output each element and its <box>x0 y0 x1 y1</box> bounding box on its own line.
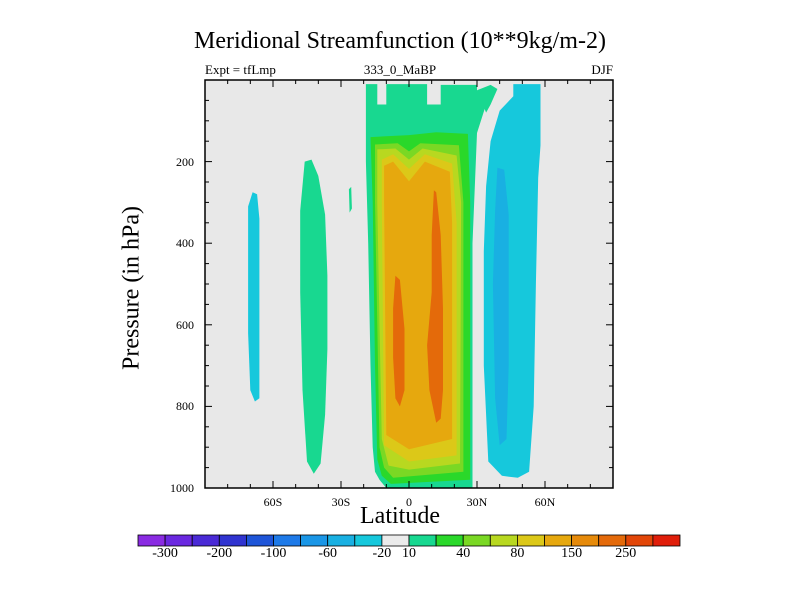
x-axis-label: Latitude <box>360 503 440 529</box>
colorbar-label: -100 <box>260 546 287 561</box>
colorbar-swatch <box>408 534 437 547</box>
y-tick-label: 800 <box>176 399 194 414</box>
y-tick-label: 200 <box>176 154 194 169</box>
colorbar-label: 80 <box>510 546 525 561</box>
colorbar-swatch <box>489 534 518 547</box>
x-tick-label: 30S <box>331 495 351 509</box>
contour-region-nh-cyan <box>483 84 541 478</box>
colorbar-swatch <box>273 534 302 547</box>
y-axis-label: Pressure (in hPa) <box>118 206 145 370</box>
colorbar-swatch <box>381 534 410 547</box>
x-tick-label: 60S <box>263 495 283 509</box>
contour-region-core-left <box>393 275 405 407</box>
contour-region-sh-cell-cyan <box>248 192 260 402</box>
colorbar-label: 250 <box>615 546 637 561</box>
colorbar-swatch <box>164 534 193 547</box>
colorbar-label: -60 <box>318 546 338 561</box>
colorbar-label: 10 <box>402 546 416 561</box>
colorbar-swatch <box>571 534 600 547</box>
x-tick-label: 0 <box>406 495 412 509</box>
colorbar-swatch <box>191 534 220 547</box>
colorbar-swatch <box>435 534 464 547</box>
contour-region-sh-sliver <box>348 186 352 213</box>
chart-title: Meridional Streamfunction (10**9kg/m-2) <box>194 28 606 54</box>
run-label: 333_0_MaBP <box>363 62 437 77</box>
y-tick-label: 600 <box>176 317 194 332</box>
contour-regions <box>248 84 541 488</box>
axis-ticks <box>205 80 613 488</box>
colorbar-swatch <box>462 534 491 547</box>
colorbar-swatch <box>327 534 356 547</box>
colorbar-swatch <box>625 534 654 547</box>
contour-region-nh-blue-deep <box>492 167 509 446</box>
season-label: DJF <box>591 62 613 77</box>
y-tick-label: 400 <box>176 236 194 251</box>
colorbar-swatch <box>652 534 681 547</box>
colorbar-label: 150 <box>561 546 583 561</box>
colorbar-swatch <box>300 534 329 547</box>
colorbar-swatch <box>517 534 545 547</box>
colorbar-label: 40 <box>456 546 471 561</box>
colorbar-swatch <box>137 534 166 547</box>
x-tick-label: 30N <box>466 495 488 509</box>
experiment-label: Expt = tfLmp <box>205 62 276 77</box>
colorbar-swatch <box>544 534 573 547</box>
colorbar-label: -200 <box>206 546 233 561</box>
x-tick-label: 60N <box>534 495 556 509</box>
colorbar-swatch <box>218 534 247 547</box>
contour-region-sh-cell-green-left <box>300 159 328 474</box>
colorbar-label: -300 <box>152 546 178 561</box>
colorbar-swatch <box>245 534 274 547</box>
colorbar-label: -20 <box>372 546 392 561</box>
colorbar-swatch <box>354 534 383 547</box>
y-tick-label: 1000 <box>170 481 194 495</box>
colorbar <box>137 534 681 547</box>
contour-region-core-right <box>427 190 443 423</box>
contour-region-upper-green-patch <box>477 84 498 113</box>
colorbar-swatch <box>598 534 627 547</box>
